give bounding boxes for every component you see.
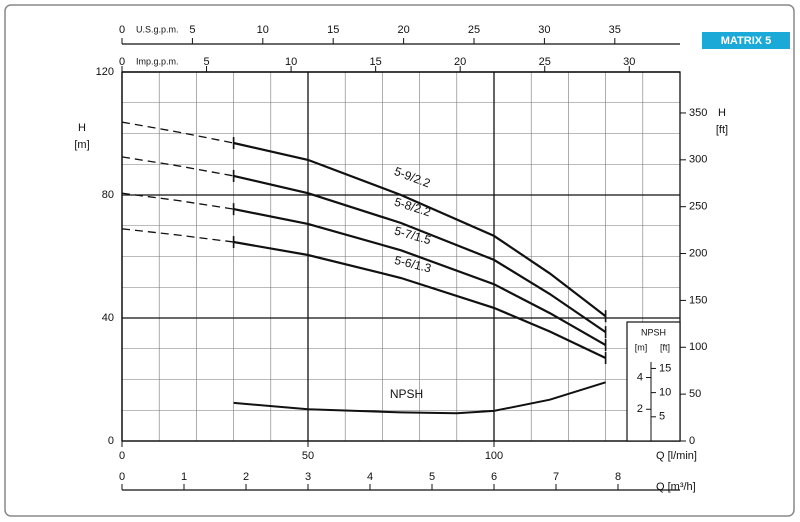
x-tick-label: 1 — [181, 471, 187, 483]
curve-segment — [121, 228, 234, 243]
y2-tick-label: 350 — [689, 107, 707, 119]
y2-tick-label: 250 — [689, 201, 707, 213]
x-tick-label: 100 — [485, 450, 503, 462]
x-tick-label: 5 — [203, 56, 209, 68]
x-tick-label: 8 — [615, 471, 621, 483]
inset-tick-label: 5 — [659, 411, 665, 423]
x-tick-label: 0 — [119, 450, 125, 462]
curve-segment — [233, 174, 607, 334]
y2-tick-label: 50 — [689, 388, 701, 400]
frame — [4, 4, 795, 517]
y-tick-label: 80 — [102, 189, 114, 201]
curve-segment — [233, 141, 607, 318]
y-tick-label: 0 — [108, 435, 114, 447]
inset-tick-label: 15 — [659, 362, 671, 374]
series-label: 5-8/2.2 — [393, 195, 433, 220]
x-tick-label: 20 — [454, 56, 466, 68]
x-axis-label: Q [l/min] — [656, 450, 697, 462]
x-tick-label: 25 — [539, 56, 551, 68]
y2-tick-label: 100 — [689, 341, 707, 353]
x-tick-label: 30 — [538, 24, 550, 36]
x-tick-label: 5 — [189, 24, 195, 36]
x-tick-label: 15 — [327, 24, 339, 36]
x-tick-label: 0 — [119, 471, 125, 483]
inset-tick-label: 4 — [637, 371, 643, 383]
inset-unit: [ft] — [660, 342, 670, 352]
inset-unit: [m] — [635, 342, 648, 352]
axis-label: Imp.g.p.m. — [136, 56, 179, 66]
x-tick-label: 20 — [397, 24, 409, 36]
brand-badge — [702, 32, 790, 49]
x-tick-label: 6 — [491, 471, 497, 483]
curve-segment — [121, 192, 234, 210]
curve-segment — [121, 156, 234, 177]
x-tick-label: 2 — [243, 471, 249, 483]
inset-title: NPSH — [641, 327, 666, 337]
x-tick-label: 0 — [119, 24, 125, 36]
x-tick-label: 25 — [468, 24, 480, 36]
curve-segment — [121, 121, 234, 144]
npsh-label: NPSH — [390, 387, 423, 401]
y2-tick-label: 300 — [689, 154, 707, 166]
x-tick-label: 0 — [119, 56, 125, 68]
curve-segment — [233, 240, 607, 359]
axis-label: U.S.g.p.m. — [136, 24, 179, 34]
x-tick-label: 10 — [285, 56, 297, 68]
y2-tick-label: 0 — [689, 435, 695, 447]
y-axis-label: H — [78, 122, 86, 134]
x-tick-label: 7 — [553, 471, 559, 483]
npsh-curve — [233, 381, 606, 415]
x-tick-label: 30 — [623, 56, 635, 68]
y2-axis-label: H — [718, 107, 726, 119]
y-tick-label: 120 — [96, 66, 114, 78]
x-tick-label: 5 — [429, 471, 435, 483]
inset-box — [626, 321, 681, 442]
x-tick-label: 50 — [302, 450, 314, 462]
y2-tick-label: 150 — [689, 294, 707, 306]
inset-tick-label: 2 — [637, 403, 643, 415]
curve-segment — [233, 208, 607, 347]
series-label: 5-9/2.2 — [392, 164, 432, 190]
x-tick-label: 15 — [370, 56, 382, 68]
x-tick-label: 4 — [367, 471, 373, 483]
y2-tick-label: 200 — [689, 247, 707, 259]
y-tick-label: 40 — [102, 312, 114, 324]
x-tick-label: 35 — [609, 24, 621, 36]
x-tick-label: 10 — [257, 24, 269, 36]
axis-label: Q [m³/h] — [656, 481, 696, 493]
x-tick-label: 3 — [305, 471, 311, 483]
y2-axis-unit: [ft] — [716, 124, 728, 136]
brand: MATRIX 5 — [721, 35, 772, 47]
inset-tick-label: 10 — [659, 387, 671, 399]
y-axis-unit: [m] — [74, 139, 89, 151]
